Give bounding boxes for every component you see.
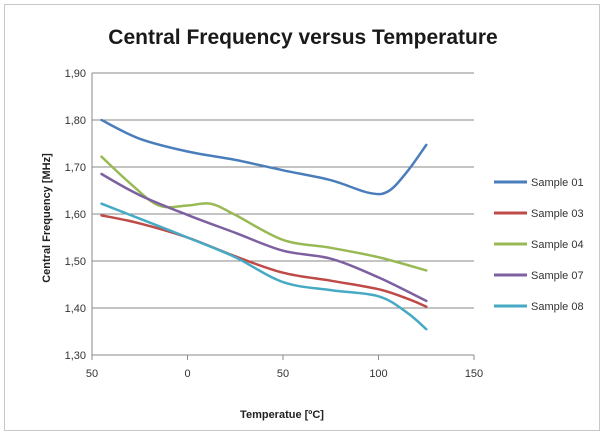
legend-label: Sample 08 (531, 301, 584, 313)
series-line-sample-03 (100, 214, 428, 308)
series-line-sample-07 (100, 172, 428, 303)
y-tick-label: 1,70 (65, 162, 86, 174)
legend-item-sample-04: Sample 04 (494, 239, 584, 251)
y-tick-label: 1,30 (65, 350, 86, 362)
legend-label: Sample 01 (531, 177, 584, 189)
series-line-sample-01 (100, 118, 428, 196)
x-tick-label: 100 (369, 368, 387, 380)
series-layer (100, 118, 428, 331)
axis-layer (91, 73, 475, 360)
x-tick-label: 50 (86, 368, 98, 380)
legend-label: Sample 04 (531, 239, 584, 251)
legend: Sample 01 Sample 03 Sample 04 Sample 07 Samp… (494, 177, 584, 313)
legend-item-sample-07: Sample 07 (494, 270, 584, 282)
legend-label: Sample 03 (531, 208, 584, 220)
chart-frame (4, 4, 600, 431)
y-tick-label: 1,60 (65, 209, 86, 221)
y-tick-label: 1,80 (65, 115, 86, 127)
x-tick-label: 150 (465, 368, 483, 380)
x-axis-label: Temperatue [ºC] (240, 409, 324, 421)
x-tick-label: 0 (184, 368, 190, 380)
series-line-sample-08 (100, 202, 428, 331)
chart-title: Central Frequency versus Temperature (108, 26, 497, 49)
y-tick-label: 1,90 (65, 68, 86, 80)
y-tick-label: 1,50 (65, 256, 86, 268)
legend-item-sample-01: Sample 01 (494, 177, 584, 189)
grid-layer (92, 72, 474, 356)
tick-layer: 1,30 1,40 1,50 1,60 1,70 1,80 1,90 50 0 50 100 150 (65, 68, 484, 380)
y-axis-label: Central Frequency [MHz] (41, 153, 53, 283)
x-tick-label: 50 (277, 368, 289, 380)
legend-label: Sample 07 (531, 270, 584, 282)
legend-item-sample-03: Sample 03 (494, 208, 584, 220)
legend-item-sample-08: Sample 08 (494, 301, 584, 313)
y-tick-label: 1,40 (65, 303, 86, 315)
